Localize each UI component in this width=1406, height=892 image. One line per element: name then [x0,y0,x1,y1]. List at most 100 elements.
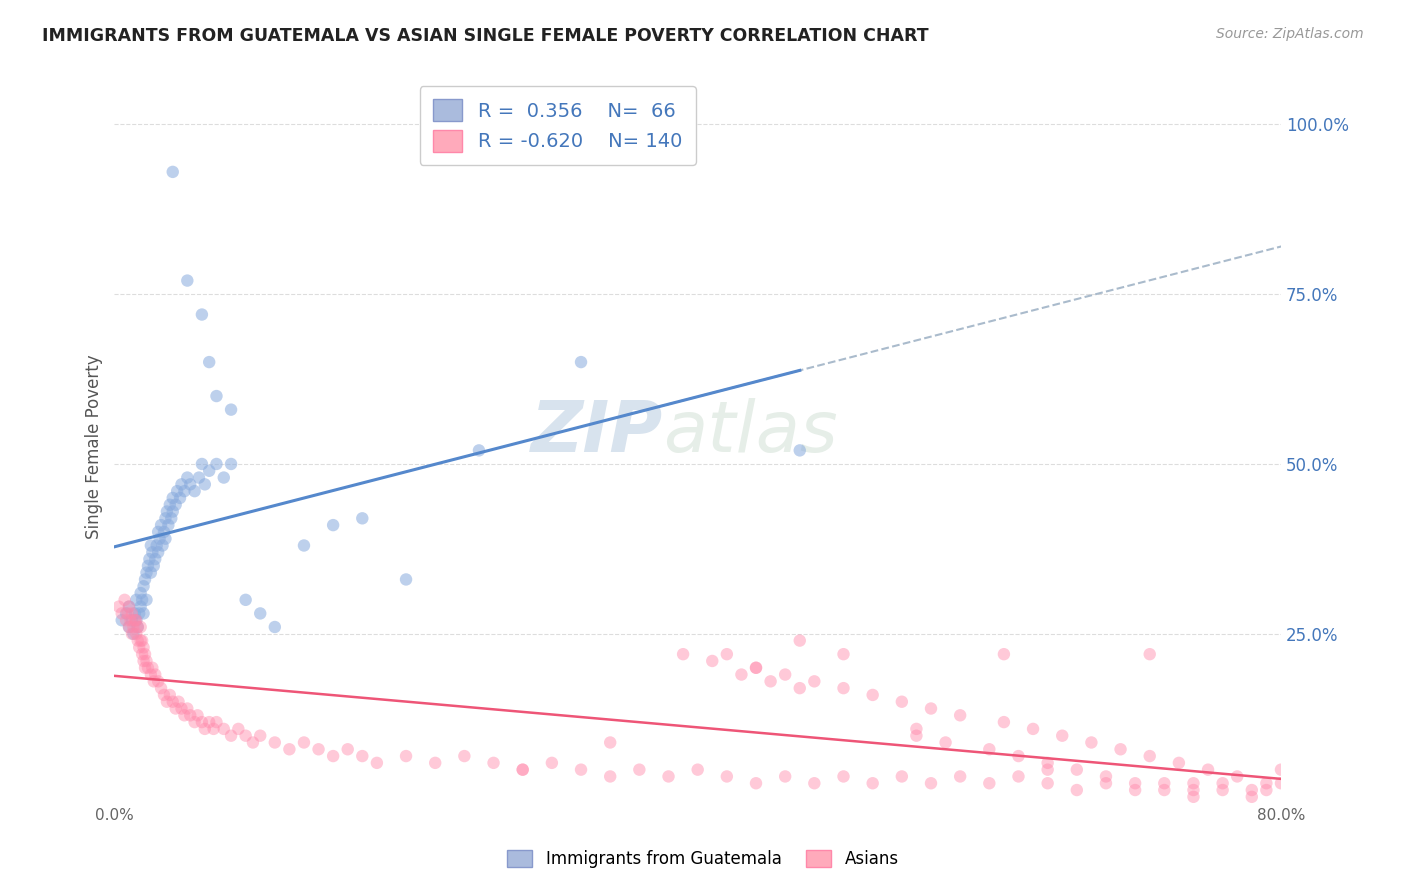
Point [1050,729,1073,743]
Point [173,708,195,723]
Point [127,620,149,634]
Point [1007,769,1029,783]
Point [1066,763,1088,777]
Point [219,402,242,417]
Point [1095,769,1118,783]
Legend: Immigrants from Guatemala, Asians: Immigrants from Guatemala, Asians [501,843,905,875]
Point [920,701,942,715]
Point [136,661,159,675]
Point [205,389,228,403]
Point [156,695,179,709]
Point [1036,756,1059,770]
Point [1212,783,1234,797]
Point [803,776,825,790]
Point [194,477,217,491]
Point [1109,742,1132,756]
Text: atlas: atlas [662,398,838,467]
Point [117,607,139,621]
Point [153,688,176,702]
Point [118,599,141,614]
Point [468,443,491,458]
Point [131,592,153,607]
Point [730,667,752,681]
Point [789,443,811,458]
Point [118,620,141,634]
Point [194,722,217,736]
Point [352,511,374,525]
Point [453,749,475,764]
Point [179,708,201,723]
Point [905,722,928,736]
Point [352,749,374,764]
Point [890,769,912,783]
Point [1240,789,1263,804]
Point [132,607,155,621]
Point [1153,776,1175,790]
Point [1212,776,1234,790]
Point [1270,763,1292,777]
Point [141,661,163,675]
Point [1095,776,1118,790]
Point [198,355,221,369]
Point [124,613,146,627]
Point [191,715,214,730]
Point [122,620,145,634]
Point [1036,763,1059,777]
Point [135,592,157,607]
Point [128,607,150,621]
Point [176,274,198,288]
Point [115,613,138,627]
Point [702,654,724,668]
Point [155,511,177,525]
Point [1256,783,1278,797]
Point [745,776,768,790]
Point [657,769,679,783]
Point [212,470,235,484]
Point [773,769,796,783]
Point [183,715,205,730]
Text: IMMIGRANTS FROM GUATEMALA VS ASIAN SINGLE FEMALE POVERTY CORRELATION CHART: IMMIGRANTS FROM GUATEMALA VS ASIAN SINGL… [42,27,929,45]
Point [1256,776,1278,790]
Point [993,647,1015,661]
Point [132,654,155,668]
Point [789,633,811,648]
Point [292,735,315,749]
Point [156,504,179,518]
Point [1123,783,1146,797]
Point [249,607,271,621]
Point [129,633,152,648]
Point [136,558,159,573]
Point [157,518,180,533]
Point [135,654,157,668]
Point [235,592,257,607]
Point [263,735,285,749]
Point [115,607,138,621]
Point [949,708,972,723]
Point [121,613,143,627]
Point [132,579,155,593]
Point [146,524,169,539]
Point [832,681,855,695]
Point [121,607,143,621]
Point [599,769,621,783]
Point [569,355,592,369]
Point [1153,783,1175,797]
Point [512,763,534,777]
Legend: R =  0.356    N=  66, R = -0.620    N= 140: R = 0.356 N= 66, R = -0.620 N= 140 [419,86,696,165]
Point [143,667,166,681]
Point [166,484,188,499]
Point [242,735,264,749]
Point [121,627,143,641]
Point [1139,749,1161,764]
Point [949,769,972,783]
Point [219,457,242,471]
Point [628,763,651,777]
Point [599,735,621,749]
Point [979,742,1001,756]
Point [1182,776,1205,790]
Point [162,165,184,179]
Point [146,674,169,689]
Point [160,511,183,525]
Point [482,756,505,770]
Point [141,545,163,559]
